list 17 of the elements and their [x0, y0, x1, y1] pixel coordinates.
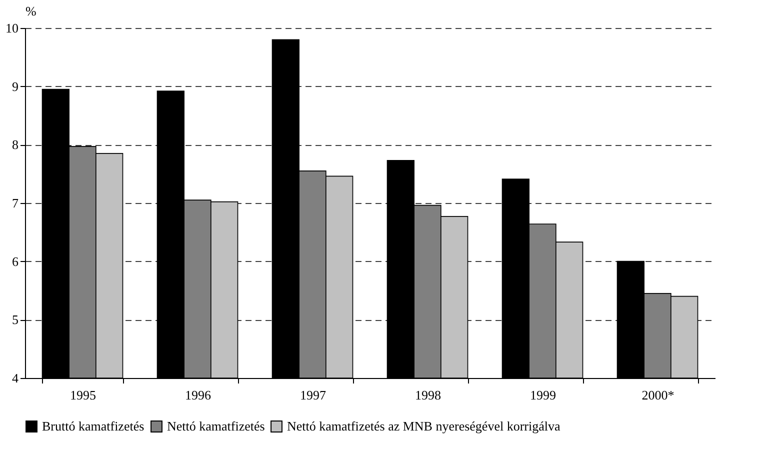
- x-tick-label: 2000*: [642, 388, 674, 402]
- y-tick-label: 8: [12, 137, 18, 152]
- y-tick-label: 7: [12, 196, 19, 210]
- y-tick-label: 9: [12, 78, 18, 94]
- x-tick-label: 1996: [185, 388, 212, 402]
- y-axis-title: %: [26, 4, 36, 18]
- x-tick-label: 1998: [415, 388, 441, 402]
- y-tick-label: 4: [12, 370, 19, 386]
- y-tick-label: 5: [12, 312, 18, 328]
- legend-label: Nettó kamatfizetés az MNB nyereségével korrigálva: [287, 418, 560, 434]
- legend-label: Nettó kamatfizetés: [167, 418, 265, 434]
- x-tick-label: 1999: [530, 388, 556, 402]
- y-tick-label: 6: [12, 254, 19, 269]
- legend-label: Bruttó kamatfizetés: [42, 418, 144, 434]
- x-tick-label: 1997: [300, 388, 326, 402]
- x-tick-label: 1995: [70, 388, 96, 402]
- y-tick-label: 10: [6, 20, 18, 36]
